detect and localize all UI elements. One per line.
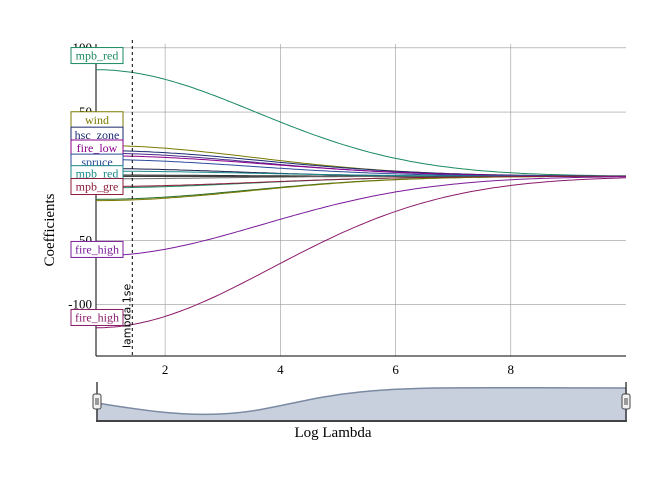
series-label: wind — [85, 113, 109, 127]
x-tick-label: 8 — [508, 362, 515, 377]
y-axis-title: Coefficients — [42, 193, 58, 266]
lambda-1se-line: lambda.1se — [120, 40, 133, 356]
y-tick-label: -100 — [68, 297, 92, 312]
series-label: mpb_red — [76, 49, 119, 63]
lambda-1se-label: lambda.1se — [120, 284, 133, 348]
series-line — [96, 175, 626, 187]
series-lines — [95, 69, 627, 329]
range-selector[interactable] — [92, 382, 631, 422]
series-label: fire_high — [75, 242, 119, 256]
x-tick-label: 6 — [392, 362, 399, 377]
range-right-handle[interactable] — [621, 393, 631, 410]
series-line — [96, 159, 626, 177]
series-line — [95, 177, 627, 329]
x-tick-labels: 2 4 6 8 — [162, 362, 514, 377]
series-line — [96, 175, 626, 202]
x-tick-label: 4 — [277, 362, 284, 377]
series-label: fire_low — [77, 141, 118, 155]
series-label-box — [70, 178, 124, 196]
range-left-handle[interactable] — [92, 393, 102, 410]
series-label-box — [70, 240, 124, 258]
grid-lines — [96, 44, 626, 356]
x-axis-title: Log Lambda — [294, 425, 371, 441]
series-label: fire_high — [75, 310, 119, 324]
axes — [95, 44, 626, 357]
series-labels: mpb_redwindhsc_zonefire_lowsprucempb_red… — [70, 47, 124, 326]
series-line — [96, 69, 626, 177]
x-tick-label: 2 — [162, 362, 169, 377]
series-label-box — [70, 47, 124, 65]
series-line — [95, 175, 626, 200]
range-overview-area — [96, 386, 627, 422]
series-label: mpb_gre — [76, 180, 119, 194]
series-line — [95, 176, 627, 257]
series-label: mpb_red — [76, 167, 119, 181]
series-label: hsc_zone — [75, 128, 120, 142]
series-label-box — [70, 308, 124, 326]
